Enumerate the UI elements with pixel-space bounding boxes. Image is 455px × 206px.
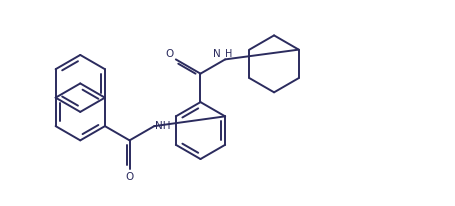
Text: O: O [165,49,173,59]
Text: H: H [225,49,233,59]
Text: N: N [213,49,221,59]
Text: O: O [126,172,134,182]
Text: NH: NH [155,121,171,131]
